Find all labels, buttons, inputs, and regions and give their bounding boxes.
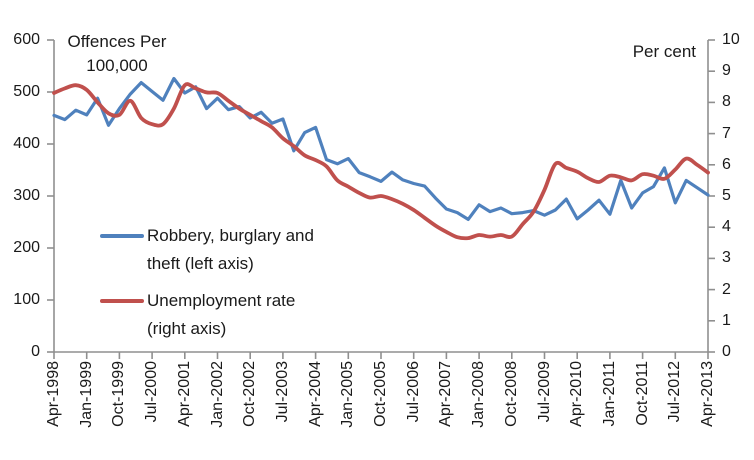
left-axis-title: Offences Per 100,000	[58, 30, 176, 78]
x-axis-label: Jan-2002	[208, 361, 226, 428]
x-axis-label: Oct-2005	[372, 361, 389, 427]
y-axis-right-label: 1	[722, 312, 731, 329]
x-axis-label: Jul-2000	[143, 361, 161, 423]
x-axis-label: Oct-1999	[110, 361, 128, 427]
legend: Robbery, burglary and theft (left axis) …	[100, 222, 340, 352]
x-axis-label: Jul-2006	[404, 361, 422, 423]
legend-item-robbery: Robbery, burglary and theft (left axis)	[100, 222, 340, 278]
x-axis-label: Oct-2008	[502, 361, 520, 427]
legend-item-unemployment: Unemployment rate (right axis)	[100, 287, 340, 343]
x-axis-label: Oct-2011	[633, 361, 651, 426]
x-axis-label: Apr-2007	[437, 361, 455, 427]
y-axis-right-label: 7	[722, 125, 731, 142]
y-axis-left-label: 0	[31, 343, 40, 360]
y-axis-right-label: 8	[722, 93, 731, 110]
y-axis-right-label: 3	[722, 249, 731, 266]
y-axis-right-label: 5	[722, 187, 731, 204]
x-axis-label: Jan-1999	[77, 361, 95, 428]
y-axis-left-label: 600	[13, 31, 40, 48]
y-axis-right-label: 4	[722, 218, 731, 235]
x-axis-label: Apr-2010	[568, 361, 586, 427]
x-axis-label: Jan-2011	[600, 361, 618, 427]
x-axis-label: Apr-1998	[45, 361, 62, 427]
x-axis-label: Jan-2008	[470, 361, 488, 428]
x-axis-label: Apr-2013	[699, 361, 716, 427]
left-axis-title-line2: 100,000	[86, 56, 148, 75]
y-axis-left-label: 100	[13, 291, 40, 308]
x-axis-label: Apr-2004	[306, 361, 324, 427]
legend-label-unemployment: Unemployment rate (right axis)	[147, 291, 296, 338]
x-axis-label: Jan-2005	[339, 361, 357, 428]
y-axis-right-label: 2	[722, 281, 731, 298]
y-axis-right-label: 9	[722, 62, 731, 79]
right-axis-title: Per cent	[632, 42, 696, 61]
x-axis-label: Jul-2012	[666, 361, 684, 423]
y-axis-left-label: 200	[13, 239, 40, 256]
y-axis-left-label: 400	[13, 135, 40, 152]
x-axis-label: Jul-2009	[535, 361, 553, 423]
y-axis-right-label: 10	[722, 31, 740, 48]
x-axis-label: Jul-2003	[273, 361, 291, 423]
y-axis-left-label: 500	[13, 83, 40, 100]
left-axis-title-line1: Offences Per	[67, 32, 167, 51]
x-axis-label: Apr-2001	[175, 361, 193, 427]
robbery-burglary-theft-line	[52, 76, 710, 221]
legend-label-robbery: Robbery, burglary and theft (left axis)	[147, 226, 314, 273]
y-axis-right-label: 6	[722, 156, 731, 173]
x-axis-label: Oct-2002	[241, 361, 259, 427]
unemployment-line-swatch-icon	[100, 299, 144, 303]
robbery-line-swatch-icon	[100, 234, 144, 238]
y-axis-left-label: 300	[13, 187, 40, 204]
unemployment-rate-line	[52, 82, 710, 241]
y-axis-right-label: 0	[722, 343, 731, 360]
